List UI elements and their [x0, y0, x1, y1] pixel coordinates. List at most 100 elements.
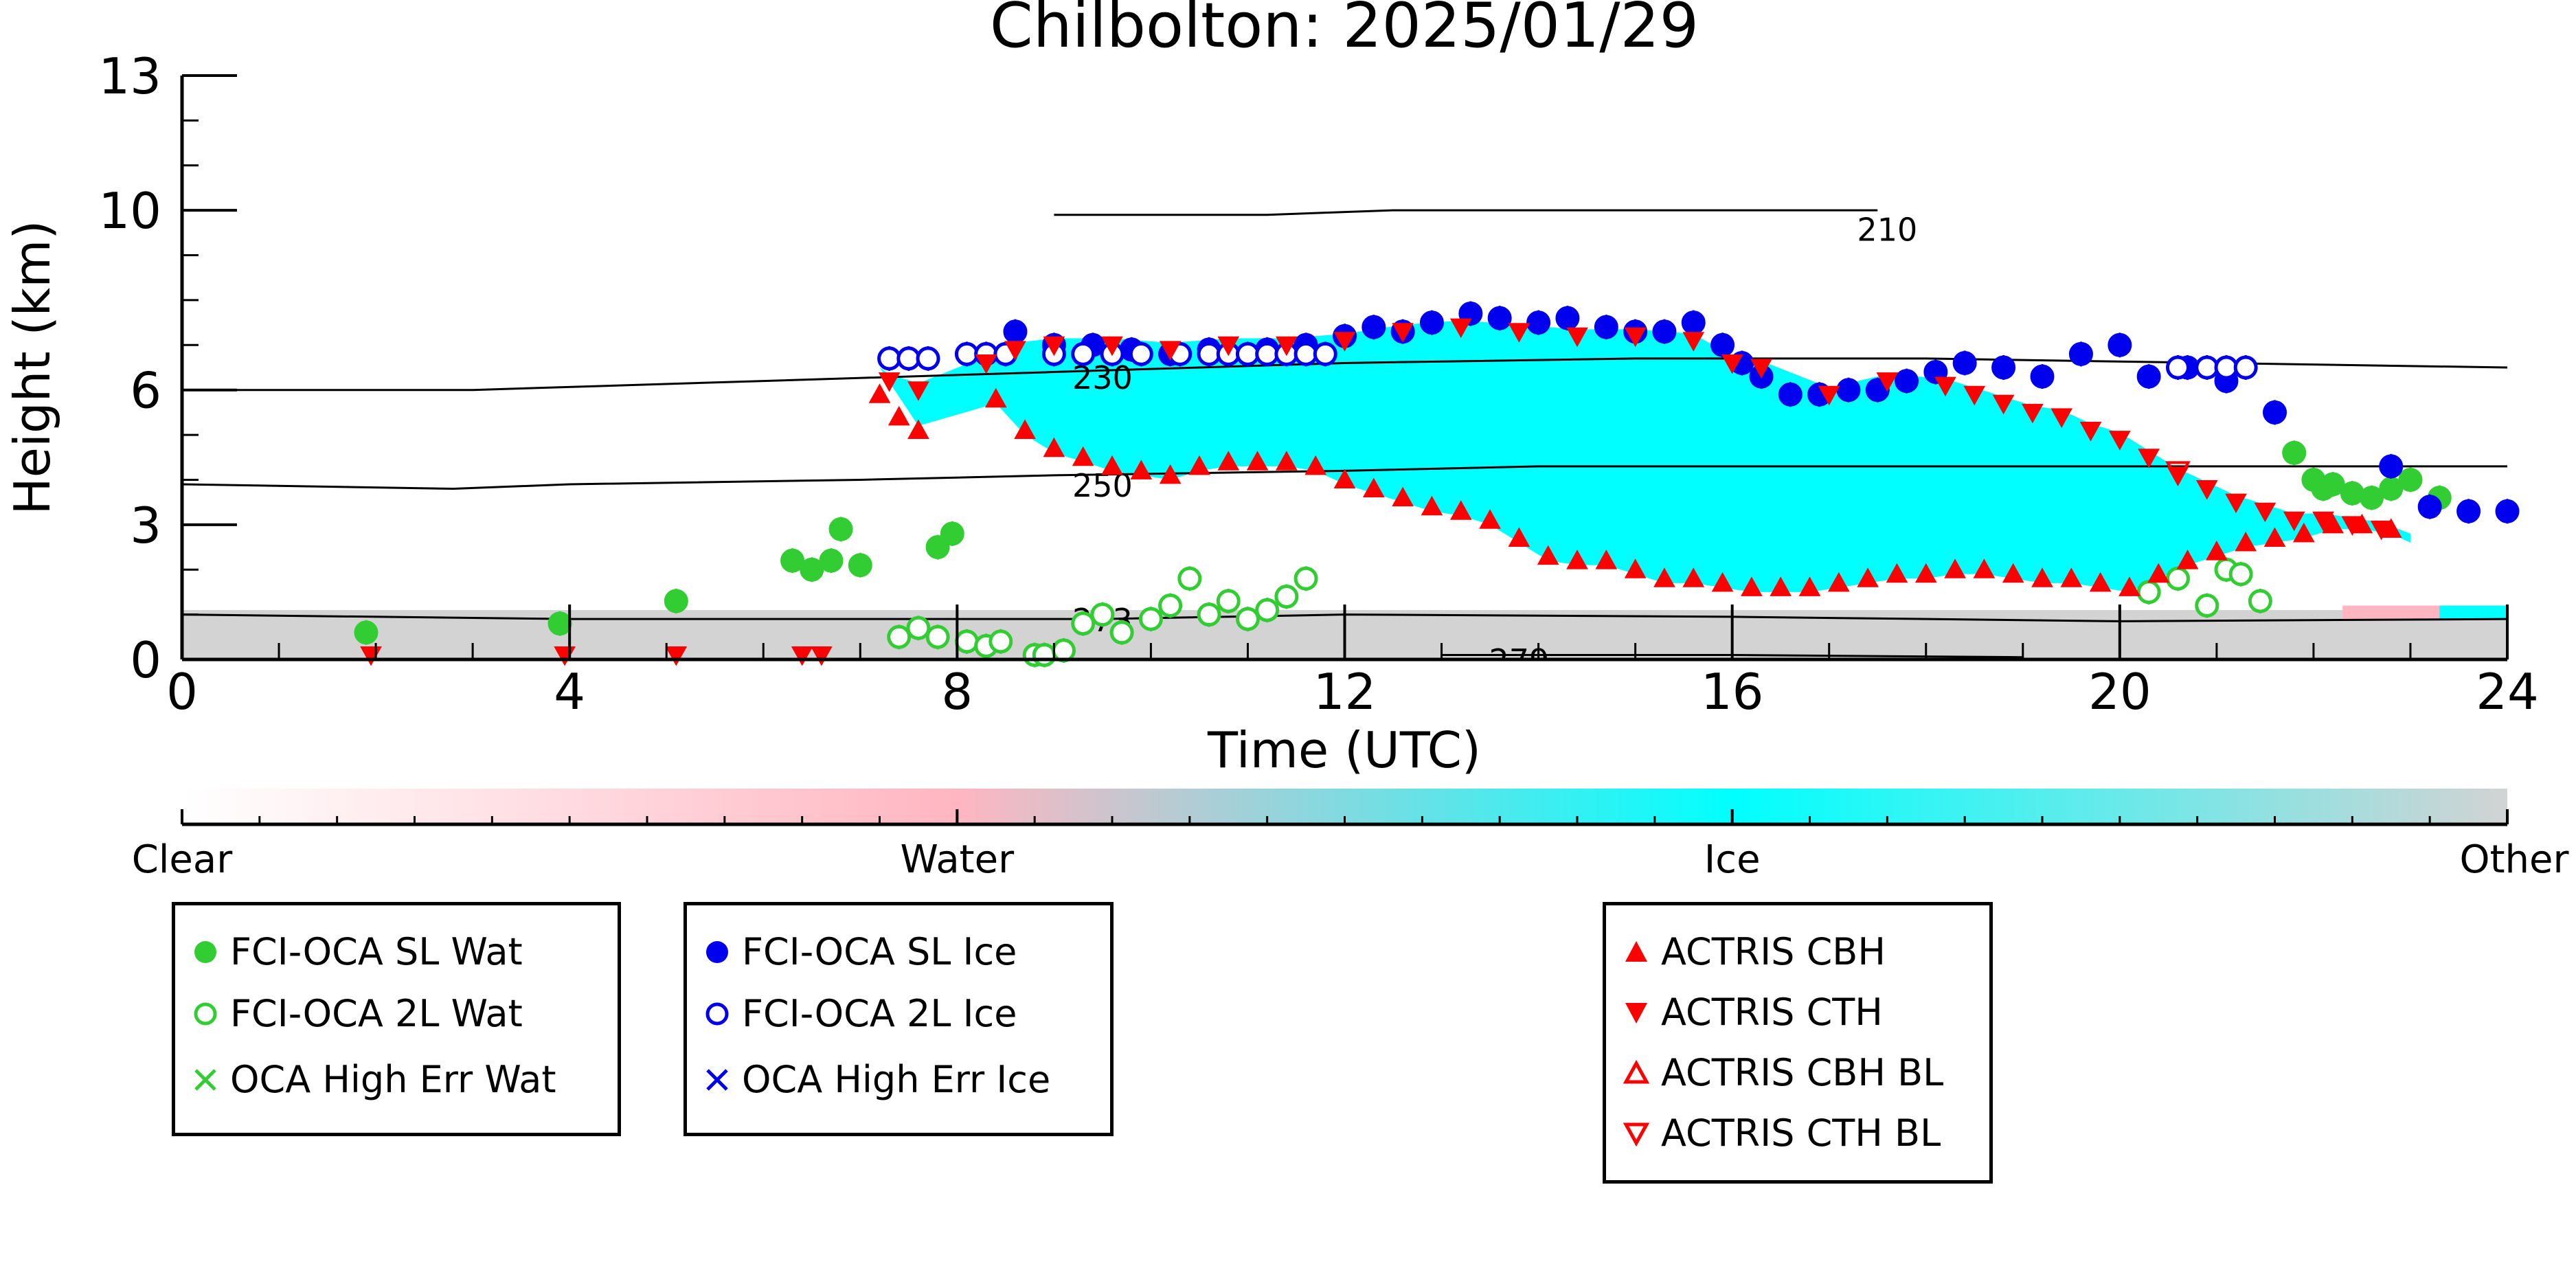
data-point	[2176, 550, 2199, 569]
y-tick-label: 10	[98, 182, 161, 240]
data-point	[1159, 341, 1182, 361]
data-point	[1109, 620, 1134, 645]
data-point	[916, 346, 940, 371]
legend-item: ACTRIS CTH BL	[1621, 1111, 1941, 1155]
legend-label: ACTRIS CTH	[1661, 991, 1883, 1034]
legend-label: FCI-OCA SL Wat	[230, 930, 523, 973]
data-point	[1566, 327, 1588, 348]
data-point	[2254, 502, 2276, 523]
data-point	[877, 346, 902, 371]
data-point	[1421, 495, 1443, 516]
data-point	[848, 553, 872, 578]
data-point	[1177, 566, 1202, 591]
data-point	[811, 646, 833, 666]
legend-label: FCI-OCA 2L Wat	[230, 992, 523, 1035]
legend-item: FCI-OCA SL Wat	[190, 930, 523, 973]
legend-item: OCA High Err Ice	[702, 1058, 1050, 1101]
data-point	[1235, 607, 1260, 631]
data-point	[988, 629, 1013, 654]
filled-circle-icon	[194, 940, 216, 963]
data-point	[1003, 319, 1028, 344]
data-point	[2417, 495, 2442, 519]
data-point	[791, 646, 813, 666]
data-point	[1071, 341, 1096, 366]
data-point	[925, 624, 950, 649]
cross-icon	[706, 1068, 728, 1091]
y-tick-label: 13	[98, 47, 161, 105]
data-point	[1449, 500, 1472, 520]
data-point	[664, 589, 688, 613]
data-point	[975, 354, 997, 374]
data-point	[1857, 567, 1879, 587]
data-point	[2030, 364, 2055, 389]
data-point	[1595, 550, 1618, 569]
contour-label: 210	[1857, 211, 1917, 248]
legend-label: OCA High Err Ice	[742, 1058, 1051, 1101]
data-point	[1217, 451, 1240, 471]
data-point	[1653, 567, 1675, 587]
data-point	[2147, 563, 2170, 583]
legend-item: OCA High Err Wat	[190, 1058, 556, 1101]
data-point	[954, 629, 979, 654]
colorbar-ticks: Clear Water Ice Other	[132, 809, 2569, 882]
data-point	[1914, 563, 1937, 583]
data-point	[1188, 455, 1210, 475]
data-point	[1255, 341, 1280, 366]
data-point	[1071, 611, 1096, 636]
data-point	[780, 548, 805, 573]
data-point	[888, 405, 910, 426]
data-point	[2312, 511, 2334, 532]
data-point	[2119, 576, 2140, 596]
data-point	[1798, 576, 1821, 596]
data-point	[2263, 527, 2286, 547]
data-point	[2195, 480, 2218, 500]
data-point	[2263, 400, 2287, 425]
x-tick-label: 0	[166, 663, 198, 721]
data-point	[1537, 545, 1559, 565]
data-point	[2138, 449, 2160, 468]
data-point	[878, 372, 901, 392]
data-point	[1566, 550, 1588, 569]
data-point	[2370, 520, 2393, 541]
data-point	[2398, 467, 2423, 492]
data-point	[1333, 332, 1356, 352]
data-point	[940, 521, 964, 546]
data-point	[887, 624, 912, 649]
data-point	[1508, 527, 1530, 547]
data-point	[1721, 354, 1743, 374]
data-point	[1681, 310, 1706, 335]
data-point	[1682, 332, 1705, 352]
data-point	[828, 517, 853, 541]
chart-title: Chilbolton: 2025/01/29	[990, 0, 1699, 62]
data-point	[1043, 437, 1065, 457]
data-point	[2292, 522, 2315, 543]
data-point	[2031, 567, 2053, 587]
data-point	[2108, 431, 2131, 451]
data-point	[2282, 440, 2307, 465]
data-point	[1876, 372, 1899, 392]
contour-line	[182, 357, 2507, 392]
data-point	[1770, 576, 1792, 596]
data-point	[1158, 594, 1183, 618]
data-point	[354, 620, 379, 645]
data-point	[2136, 364, 2161, 389]
data-point	[1963, 385, 1986, 406]
x-tick-label: 4	[554, 663, 585, 721]
data-point	[2360, 486, 2384, 510]
legend-actris: ACTRIS CBH ACTRIS CTH ACTRIS CBH BL ACTR…	[1603, 902, 1993, 1184]
contour-line	[182, 465, 2507, 490]
x-axis-label: Time (UTC)	[1207, 721, 1481, 779]
legend-item: ACTRIS CBH BL	[1621, 1051, 1943, 1094]
legend-item: FCI-OCA 2L Wat	[190, 992, 523, 1035]
contour-line	[1054, 209, 1878, 216]
triangle-down-icon	[1625, 1002, 1647, 1024]
open-circle-icon	[705, 1002, 729, 1025]
data-point	[1138, 607, 1163, 631]
legend-label: FCI-OCA SL Ice	[742, 930, 1017, 973]
data-point	[1313, 341, 1337, 366]
colorbar-label: Other	[2459, 837, 2569, 882]
data-point	[2079, 422, 2102, 442]
data-point	[1072, 446, 1094, 466]
data-point	[2214, 355, 2239, 380]
